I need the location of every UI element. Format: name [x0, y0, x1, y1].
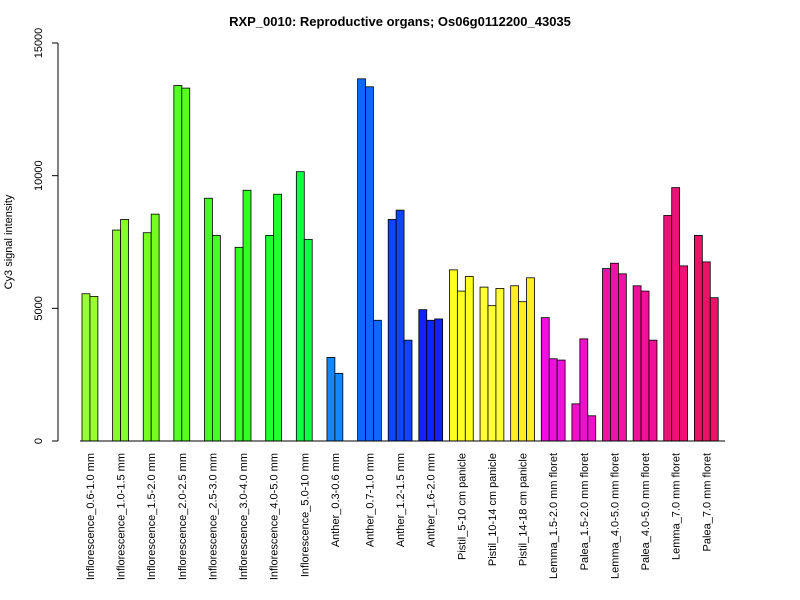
bar-11-2: [395, 209, 405, 442]
bar-16-3: [556, 359, 566, 442]
bar-20-3: [679, 265, 688, 442]
x-tick-label: Anther_0.3-0.6 mm: [330, 453, 342, 547]
bar-19-3: [648, 339, 658, 442]
bar-9-1: [326, 357, 336, 442]
x-tick-label: Inflorescence_0.6-1.0 mm: [85, 453, 97, 580]
y-tick-label: 15000: [33, 28, 45, 59]
bars-group: [81, 78, 719, 442]
x-tick-label: Anther_1.6-2.0 mm: [426, 453, 438, 547]
bar-13-3: [464, 276, 474, 442]
x-tick-label: Anther_1.2-1.5 mm: [395, 453, 407, 547]
x-tick-label: Inflorescence_5.0-10 mm: [299, 453, 311, 577]
x-tick-label: Pistil_10-14 cm panicle: [487, 453, 499, 566]
x-tick-label: Lemma_1.5-2.0 mm floret: [548, 453, 560, 579]
bar-10-2: [365, 86, 374, 442]
bar-6-2: [242, 189, 252, 442]
x-tick-label: Inflorescence_1.0-1.5 mm: [116, 453, 128, 580]
bar-4-1: [173, 85, 183, 442]
bar-13-1: [449, 269, 458, 442]
x-tick-label: Lemma_7.0 mm floret: [671, 453, 683, 560]
bar-20-1: [663, 215, 673, 442]
x-tick-label: Pistil_14-18 cm panicle: [518, 453, 530, 566]
x-axis: Inflorescence_0.6-1.0 mm Inflorescence_1.…: [80, 440, 725, 580]
bar-10-3: [373, 319, 382, 442]
bar-2-1: [112, 229, 121, 442]
bar-17-1: [571, 403, 581, 442]
bar-21-2: [701, 261, 711, 442]
x-tick-label: Pistil_5-10 cm panicle: [456, 453, 468, 560]
bar-8-2: [303, 238, 313, 442]
bar-21-3: [709, 297, 719, 442]
bar-9-2: [334, 372, 344, 442]
x-tick-label: Palea_4.0-5.0 mm floret: [640, 453, 652, 570]
x-tick-label: Palea_7.0 mm floret: [701, 453, 713, 551]
bar-3-1: [142, 232, 152, 442]
y-tick-label: 0: [33, 438, 45, 444]
bar-18-2: [610, 262, 619, 442]
bar-10-1: [357, 78, 366, 442]
bar-18-3: [618, 273, 627, 442]
bar-19-2: [640, 290, 650, 442]
bar-11-1: [387, 219, 397, 442]
bar-21-1: [693, 234, 703, 442]
bar-18-1: [602, 268, 611, 442]
x-tick-label: Inflorescence_1.5-2.0 mm: [146, 453, 158, 580]
x-tick-label: Inflorescence_4.0-5.0 mm: [269, 453, 281, 580]
x-tick-label: Anther_0.7-1.0 mm: [364, 453, 376, 547]
y-axis: 0 5000 10000 15000: [33, 28, 59, 444]
bar-12-2: [426, 319, 436, 442]
chart-title: RXP_0010: Reproductive organs; Os06g0112…: [229, 14, 571, 29]
bar-13-2: [456, 290, 466, 442]
x-tick-label: Palea_1.5-2.0 mm floret: [579, 453, 591, 570]
bar-17-3: [587, 415, 597, 442]
bar-4-2: [181, 87, 191, 442]
bar-14-2: [487, 305, 497, 442]
bar-14-3: [495, 288, 505, 442]
bar-5-2: [212, 234, 221, 442]
bar-11-3: [403, 339, 413, 442]
y-axis-label: Cy3 signal intensity: [3, 194, 15, 289]
bar-20-2: [671, 187, 681, 442]
bar-12-3: [434, 318, 444, 442]
bar-3-2: [150, 213, 160, 442]
bar-1-2: [89, 295, 99, 442]
bar-15-3: [526, 277, 535, 442]
bar-1-1: [81, 293, 91, 442]
bar-15-1: [510, 285, 520, 442]
bar-5-1: [204, 197, 213, 442]
bar-19-1: [632, 285, 642, 442]
bar-15-2: [518, 301, 527, 442]
x-tick-label: Inflorescence_2.0-2.5 mm: [177, 453, 189, 580]
bar-8-1: [295, 171, 305, 442]
bar-7-2: [273, 193, 282, 442]
bar-16-2: [548, 358, 558, 442]
bar-14-1: [479, 286, 489, 442]
bar-2-2: [120, 219, 129, 442]
y-tick-label: 5000: [33, 296, 45, 320]
x-tick-label: Lemma_4.0-5.0 mm floret: [609, 453, 621, 579]
bar-16-1: [540, 317, 550, 442]
y-tick-label: 10000: [33, 160, 45, 191]
bar-7-1: [265, 234, 275, 442]
x-tick-label: Inflorescence_2.5-3.0 mm: [207, 453, 219, 580]
bar-17-2: [579, 338, 589, 442]
bar-6-1: [234, 246, 244, 442]
bar-12-1: [418, 309, 428, 442]
x-tick-label: Inflorescence_3.0-4.0 mm: [238, 453, 250, 580]
